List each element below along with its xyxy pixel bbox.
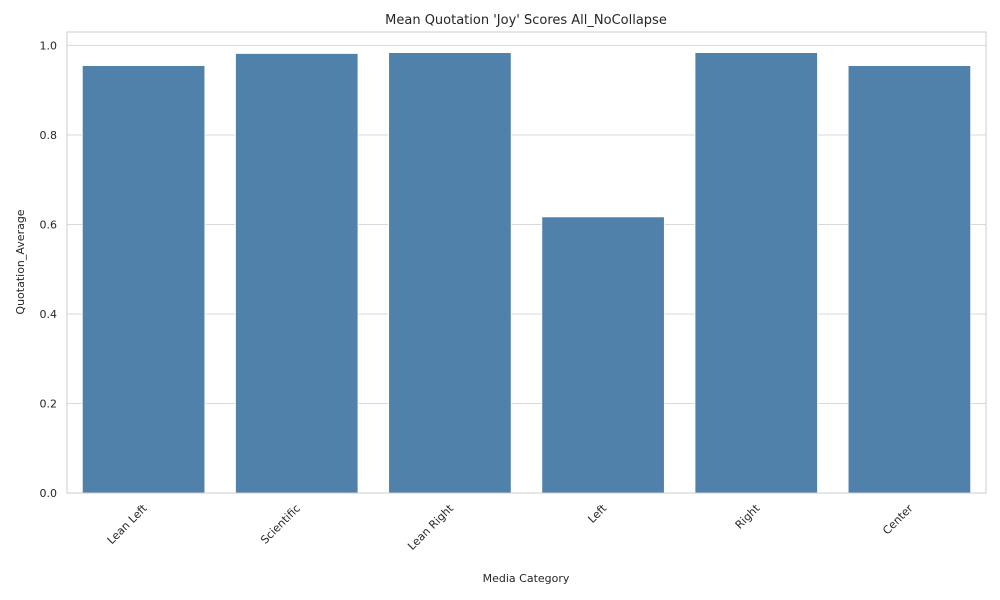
y-axis-label: Quotation_Average — [14, 209, 27, 314]
y-tick-label: 0.2 — [40, 397, 58, 410]
x-tick-label: Left — [585, 501, 609, 525]
y-tick-label: 0.4 — [40, 308, 58, 321]
y-tick-labels: 0.0 0.2 0.4 0.6 0.8 1.0 — [40, 39, 58, 500]
y-tick-label: 0.6 — [40, 218, 58, 231]
y-tick-label: 0.0 — [40, 487, 58, 500]
x-tick-label: Scientific — [258, 502, 303, 547]
bar-center — [847, 65, 972, 494]
x-tick-labels: Lean Left Scientific Lean Right Left Right Ce… — [105, 501, 916, 552]
bar-lean-left — [81, 65, 206, 494]
y-tick-label: 1.0 — [40, 39, 58, 52]
x-tick-label: Lean Left — [105, 501, 150, 546]
bar-right — [694, 52, 818, 494]
y-tick-label: 0.8 — [40, 129, 58, 142]
x-tick-label: Lean Right — [405, 501, 456, 552]
x-tick-label: Right — [733, 501, 763, 531]
x-tick-label: Center — [880, 502, 916, 538]
chart-title: Mean Quotation 'Joy' Scores All_NoCollap… — [385, 13, 667, 28]
x-axis-label: Media Category — [483, 572, 570, 585]
bars — [81, 52, 972, 494]
plot-frame — [66, 31, 987, 494]
bar-lean-right — [388, 52, 512, 494]
bar-left — [541, 216, 665, 494]
bar-scientific — [235, 53, 359, 494]
